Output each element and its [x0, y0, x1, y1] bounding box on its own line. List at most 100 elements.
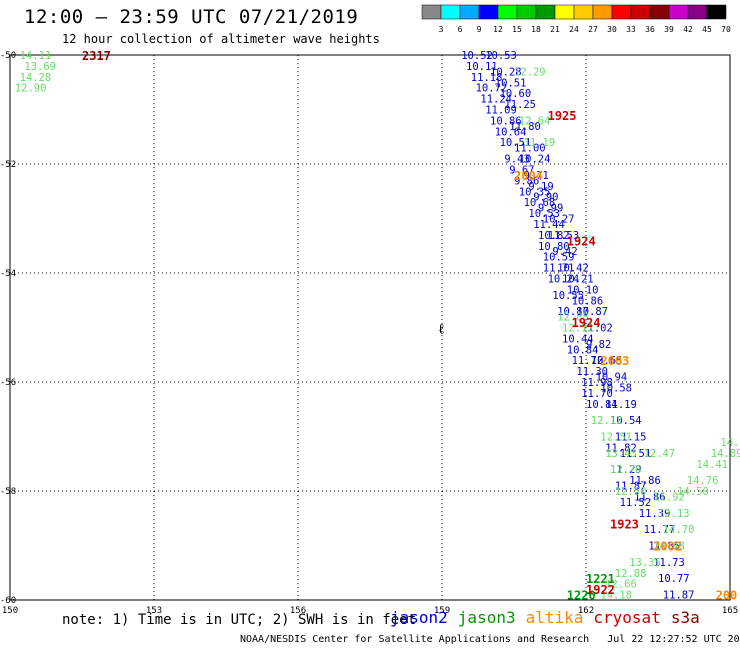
- swh-value-jason3: 12.88: [557, 312, 589, 324]
- swh-value-jason2: 9.67: [509, 164, 534, 176]
- swh-value-jason2: 10.55: [552, 290, 584, 302]
- location-marker-icon: ℓ: [438, 322, 445, 338]
- swh-value-jason2: 11.15: [615, 432, 647, 444]
- swh-value-jason2: 10.52: [461, 50, 493, 62]
- swh-value-jason3: 14.50: [677, 486, 709, 498]
- colorbar-label: 45: [702, 25, 712, 34]
- satellite-legend-jason3: jason3: [457, 608, 516, 627]
- swh-value-jason2: 10.77: [658, 573, 690, 585]
- swh-value-jason2: 10.58: [600, 382, 632, 394]
- x-tick-label: 162: [578, 606, 594, 616]
- swh-value-jason2: 10.94: [596, 372, 628, 384]
- colorbar-label: 15: [512, 25, 522, 34]
- colorbar-label: 12: [493, 25, 503, 34]
- swh-value-jason2: 11.30: [576, 366, 608, 378]
- pass-time-label: 1221: [586, 572, 615, 586]
- swh-value-jason2: 9.86: [514, 175, 539, 187]
- swh-value-jason3: 14.28: [20, 72, 52, 84]
- pass-time-label: 200: [716, 589, 738, 603]
- swh-value-jason2: 11.72: [572, 355, 604, 367]
- swh-value-jason2: 11.73: [653, 557, 685, 569]
- y-tick-label: -56: [0, 378, 16, 388]
- swh-value-jason2: 11.00: [514, 143, 546, 155]
- swh-value-jason2: 11.44: [533, 219, 565, 231]
- swh-value-jason2: 11.80: [509, 121, 541, 133]
- swh-value-jason2: 11.09: [485, 105, 517, 117]
- swh-value-jason2: 11.52: [620, 497, 652, 509]
- y-tick-label: -58: [0, 487, 16, 497]
- swh-value-jason3: 14.11: [20, 50, 52, 62]
- swh-value-jason2: 10.64: [495, 126, 527, 138]
- swh-value-jason2: 9.19: [528, 181, 553, 193]
- swh-value-jason2: 10.60: [500, 88, 532, 100]
- swh-value-jason2: 9.99: [538, 203, 563, 215]
- pass-time-label: 1220: [567, 589, 596, 603]
- colorbar-label: 9: [477, 25, 482, 34]
- colorbar-swatch: [459, 4, 480, 20]
- colorbar-swatch: [649, 4, 670, 20]
- swh-value-jason2: 9.82: [586, 339, 611, 351]
- swh-value-jason3: 13.13: [658, 508, 690, 520]
- swh-value-jason2: 11.19: [605, 399, 637, 411]
- x-tick-label: 156: [290, 606, 306, 616]
- satellite-legend: jason2 jason3 altika cryosat s3a: [390, 608, 710, 627]
- swh-value-jason3: 14.76: [687, 475, 719, 487]
- colorbar-swatch: [440, 4, 461, 20]
- swh-value-jason2: 10.72: [476, 83, 508, 95]
- swh-value-jason2: 11.77: [644, 524, 676, 536]
- pass-time-label: 1922: [586, 583, 615, 597]
- colorbar-label: 27: [588, 25, 598, 34]
- swh-value-jason2: 10.11: [466, 61, 498, 73]
- swh-value-jason2: 10.24: [548, 273, 580, 285]
- y-tick-label: -60: [0, 596, 16, 606]
- pass-time-label: 2004: [514, 169, 543, 183]
- swh-value-jason2: 10.28: [490, 66, 522, 78]
- swh-value-jason2: 11.02: [581, 323, 613, 335]
- footer-credit: NOAA/NESDIS Center for Satellite Applica…: [240, 634, 740, 645]
- x-tick-label: 153: [146, 606, 162, 616]
- swh-value-jason3: 13.35: [629, 557, 661, 569]
- chart-subtitle: 12 hour collection of altimeter wave hei…: [62, 32, 380, 46]
- swh-value-jason2: 11.85: [648, 541, 680, 553]
- swh-value-jason2: 11.71: [543, 263, 575, 275]
- colorbar-swatch: [421, 4, 442, 20]
- swh-value-jason2: 11.70: [581, 388, 613, 400]
- swh-value-jason3: 12.66: [605, 579, 637, 591]
- swh-value-jason3: 12.50: [615, 486, 647, 498]
- y-tick-label: -54: [0, 269, 16, 279]
- swh-value-jason3: 14.18: [600, 590, 632, 602]
- swh-value-jason2: 10.21: [562, 273, 594, 285]
- colorbar-label: 42: [683, 25, 693, 34]
- colorbar-swatch: [592, 4, 613, 20]
- swh-value-jason3: 11.92: [653, 491, 685, 503]
- colorbar-label: 39: [664, 25, 674, 34]
- swh-value-jason2: 10.27: [543, 214, 575, 226]
- satellite-legend-altika: altika: [525, 608, 584, 627]
- colorbar-label: 36: [645, 25, 655, 34]
- x-tick-label: 159: [434, 606, 450, 616]
- swh-value-jason2: 9.42: [552, 246, 577, 258]
- swh-value-jason2: 10.65: [591, 355, 623, 367]
- swh-value-jason2: 10.59: [543, 252, 575, 264]
- swh-value-jason3: 11.19: [524, 137, 556, 149]
- swh-value-jason2: 10.80: [538, 241, 570, 253]
- chart-title: 12:00 – 23:59 UTC 07/21/2019: [24, 6, 359, 28]
- colorbar-swatch: [573, 4, 594, 20]
- swh-value-jason2: 9.43: [504, 154, 529, 166]
- swh-value-jason2: 10.87: [576, 306, 608, 318]
- swh-value-jason2: 10.53: [528, 208, 560, 220]
- swh-value-jason2: 11.87: [663, 590, 695, 602]
- pass-time-label: 1925: [548, 109, 577, 123]
- colorbar-label: 18: [531, 25, 541, 34]
- swh-value-jason3: 14.89: [711, 448, 740, 460]
- swh-value-jason2: 11.53: [548, 230, 580, 242]
- swh-value-jason2: 10.84: [567, 344, 599, 356]
- swh-value-jason2: 11.86: [634, 491, 666, 503]
- swh-value-jason3: 14.53: [720, 437, 740, 449]
- swh-value-jason2: 10.51: [495, 77, 527, 89]
- swh-value-jason2: 11.98: [581, 377, 613, 389]
- swh-value-jason2: 10.35: [519, 186, 551, 198]
- colorbar-swatch: [611, 4, 632, 20]
- colorbar-swatch: [497, 4, 518, 20]
- pass-time-label: 2003: [600, 354, 629, 368]
